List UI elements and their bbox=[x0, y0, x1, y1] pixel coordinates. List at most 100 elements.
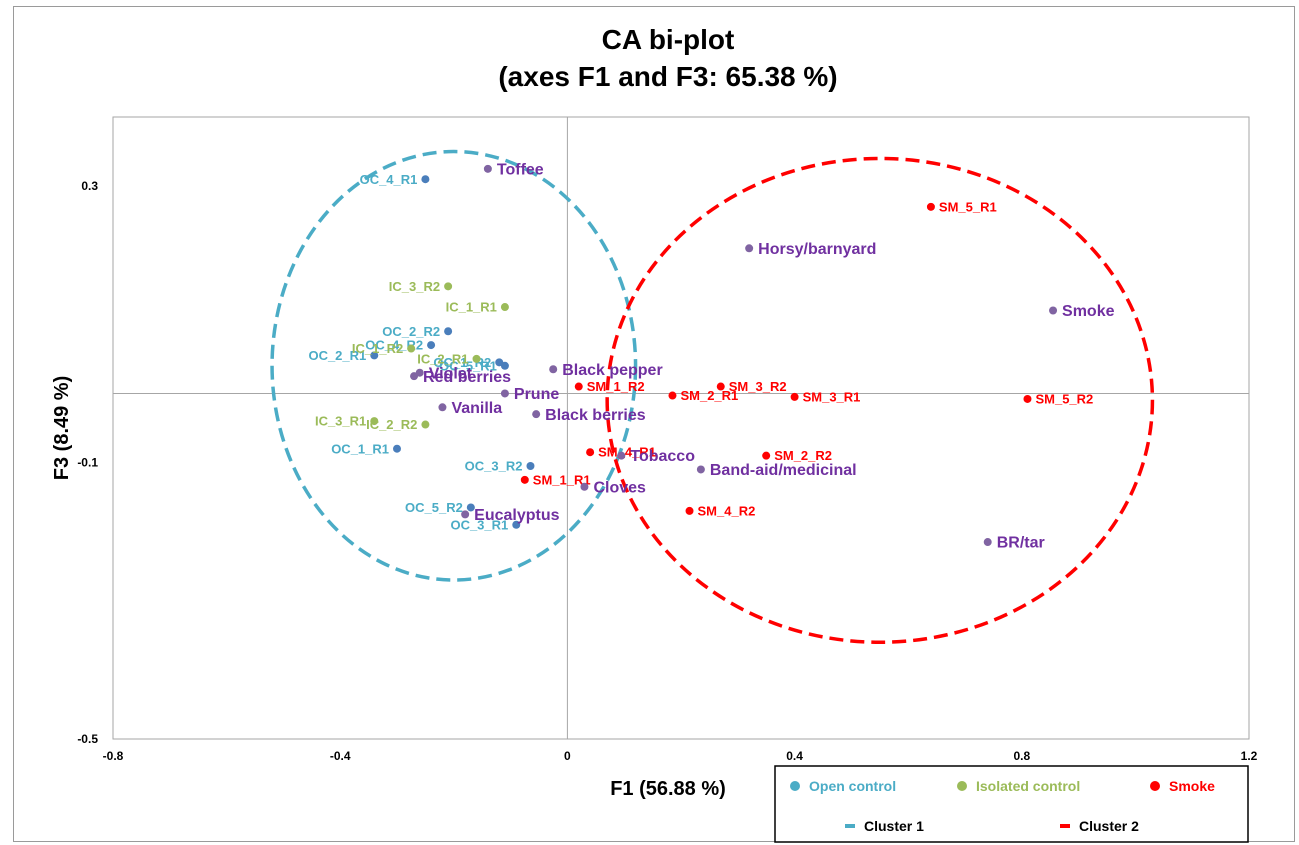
point-smoke-sm-2-r2 bbox=[762, 451, 771, 460]
point-isolated-control-ic-3-r2 bbox=[444, 282, 453, 291]
point-label-attributes-toffee: Toffee bbox=[497, 161, 544, 178]
point-attributes-br-tar bbox=[983, 538, 992, 547]
legend-marker-cluster-2 bbox=[1060, 824, 1070, 828]
point-label-open-control-oc-5-r2: OC_5_R2 bbox=[405, 500, 463, 515]
point-isolated-control-ic-1-r2 bbox=[407, 344, 416, 353]
point-open-control-oc-2-r2 bbox=[444, 327, 453, 336]
point-label-attributes-horsy-barnyard: Horsy/barnyard bbox=[758, 241, 876, 258]
point-isolated-control-ic-1-r1 bbox=[500, 303, 509, 312]
point-attributes-red-berries bbox=[410, 372, 419, 381]
legend-marker-smoke bbox=[1150, 781, 1160, 791]
point-label-smoke-sm-4-r1: SM_4_R1 bbox=[598, 445, 656, 460]
point-smoke-sm-3-r2 bbox=[716, 382, 725, 391]
cluster-ellipse-cluster-1 bbox=[270, 149, 638, 582]
point-label-smoke-sm-5-r1: SM_5_R1 bbox=[939, 199, 997, 214]
point-label-attributes-black-berries: Black berries bbox=[545, 407, 646, 424]
point-label-open-control-oc-4-r1: OC_4_R1 bbox=[360, 172, 418, 187]
point-smoke-sm-2-r1 bbox=[668, 391, 677, 400]
point-smoke-sm-1-r1 bbox=[520, 475, 529, 484]
legend-label-cluster-2: Cluster 2 bbox=[1079, 818, 1139, 834]
point-label-isolated-control-ic-1-r1: IC_1_R1 bbox=[446, 300, 497, 315]
point-label-attributes-tobacco: Tobacco bbox=[630, 448, 695, 465]
y-axis-title: F3 (8.49 %) bbox=[51, 376, 73, 480]
legend-label-open-control: Open control bbox=[809, 778, 896, 794]
point-open-control-oc-5-r2 bbox=[466, 503, 475, 512]
chart-subtitle: (axes F1 and F3: 65.38 %) bbox=[498, 61, 837, 92]
point-smoke-sm-4-r1 bbox=[586, 448, 595, 457]
point-label-open-control-oc-2-r2: OC_2_R2 bbox=[382, 324, 440, 339]
point-label-smoke-sm-1-r1: SM_1_R1 bbox=[533, 472, 591, 487]
x-tick-label: 0 bbox=[564, 749, 571, 763]
point-attributes-horsy-barnyard bbox=[745, 244, 754, 253]
point-open-control-oc-1-r1 bbox=[393, 444, 401, 453]
legend-label-isolated-control: Isolated control bbox=[976, 778, 1080, 794]
legend-label-cluster-1: Cluster 1 bbox=[864, 818, 924, 834]
point-label-open-control-oc-1-r1: OC_1_R1 bbox=[331, 441, 389, 456]
chart-frame bbox=[13, 6, 1295, 842]
point-label-smoke-sm-3-r2: SM_3_R2 bbox=[729, 379, 787, 394]
point-attributes-toffee bbox=[483, 164, 492, 173]
point-isolated-control-ic-2-r2 bbox=[421, 420, 430, 429]
point-attributes-band-aid-medicinal bbox=[696, 465, 705, 474]
legend-label-smoke: Smoke bbox=[1169, 778, 1215, 794]
x-tick-label: 0.8 bbox=[1013, 749, 1030, 763]
point-attributes-black-pepper bbox=[549, 365, 558, 374]
x-axis-title: F1 (56.88 %) bbox=[610, 778, 726, 800]
legend-marker-open-control bbox=[790, 781, 800, 791]
point-label-open-control-oc-2-r1: OC_2_R1 bbox=[308, 348, 366, 363]
x-tick-label: 0.4 bbox=[786, 749, 803, 763]
point-isolated-control-ic-2-r1 bbox=[472, 354, 481, 363]
point-label-attributes-br-tar: BR/tar bbox=[997, 535, 1045, 552]
y-tick-label: -0.5 bbox=[77, 732, 98, 746]
point-label-isolated-control-ic-1-r2: IC_1_R2 bbox=[352, 341, 403, 356]
point-label-attributes-black-pepper: Black pepper bbox=[562, 362, 662, 379]
point-open-control-oc-2-r1 bbox=[370, 351, 379, 360]
point-label-smoke-sm-1-r2: SM_1_R2 bbox=[587, 379, 645, 394]
point-label-open-control-oc-3-r2: OC_3_R2 bbox=[465, 459, 523, 474]
point-attributes-tobacco bbox=[617, 451, 626, 460]
y-tick-label: 0.3 bbox=[81, 179, 98, 193]
point-label-attributes-band-aid-medicinal: Band-aid/medicinal bbox=[710, 462, 857, 479]
point-label-attributes-cloves: Cloves bbox=[593, 479, 646, 496]
y-tick-label: -0.1 bbox=[77, 456, 98, 470]
point-smoke-sm-4-r2 bbox=[685, 506, 694, 515]
point-attributes-vanilla bbox=[438, 403, 447, 412]
point-smoke-sm-3-r1 bbox=[790, 392, 799, 401]
point-label-attributes-eucalyptus: Eucalyptus bbox=[474, 507, 559, 524]
point-label-smoke-sm-3-r1: SM_3_R1 bbox=[803, 389, 861, 404]
point-label-open-control-oc-3-r1: OC_3_R1 bbox=[450, 517, 508, 532]
point-label-open-control-oc-5-r1: OC_5_R1 bbox=[439, 358, 497, 373]
point-label-isolated-control-ic-3-r2: IC_3_R2 bbox=[389, 279, 440, 294]
legend-box bbox=[774, 765, 1249, 843]
point-label-isolated-control-ic-2-r1: IC_2_R1 bbox=[417, 351, 468, 366]
point-open-control-oc-4-r2 bbox=[427, 341, 436, 350]
point-label-isolated-control-ic-2-r2: IC_2_R2 bbox=[366, 417, 417, 432]
x-tick-label: -0.4 bbox=[330, 749, 351, 763]
x-tick-label: -0.8 bbox=[103, 749, 124, 763]
point-label-attributes-red-berries: Red berries bbox=[423, 369, 511, 386]
point-label-attributes-violet: Violet bbox=[429, 365, 473, 382]
x-tick-label: 1.2 bbox=[1241, 749, 1258, 763]
legend-marker-cluster-1 bbox=[845, 824, 855, 828]
point-label-smoke-sm-2-r1: SM_2_R1 bbox=[680, 388, 738, 403]
point-smoke-sm-5-r2 bbox=[1023, 394, 1032, 403]
point-attributes-black-berries bbox=[532, 410, 541, 419]
point-attributes-smoke bbox=[1049, 306, 1058, 315]
point-isolated-control-ic-3-r1 bbox=[370, 417, 379, 426]
point-smoke-sm-1-r2 bbox=[574, 382, 583, 391]
point-label-attributes-smoke: Smoke bbox=[1062, 303, 1115, 320]
legend-marker-isolated-control bbox=[957, 781, 967, 791]
point-label-attributes-vanilla: Vanilla bbox=[451, 400, 502, 417]
point-open-control-oc-3-r2 bbox=[526, 462, 535, 471]
point-attributes-eucalyptus bbox=[461, 510, 470, 519]
point-open-control-oc-4-r1 bbox=[421, 175, 430, 184]
point-open-control-oc-5-r1 bbox=[500, 361, 509, 370]
point-attributes-cloves bbox=[580, 482, 589, 491]
point-smoke-sm-5-r1 bbox=[926, 202, 935, 211]
point-label-smoke-sm-4-r2: SM_4_R2 bbox=[698, 503, 756, 518]
point-label-isolated-control-ic-3-r1: IC_3_R1 bbox=[315, 414, 366, 429]
point-label-smoke-sm-2-r2: SM_2_R2 bbox=[774, 448, 832, 463]
plot-area bbox=[112, 116, 1250, 740]
point-attributes-prune bbox=[500, 389, 509, 398]
